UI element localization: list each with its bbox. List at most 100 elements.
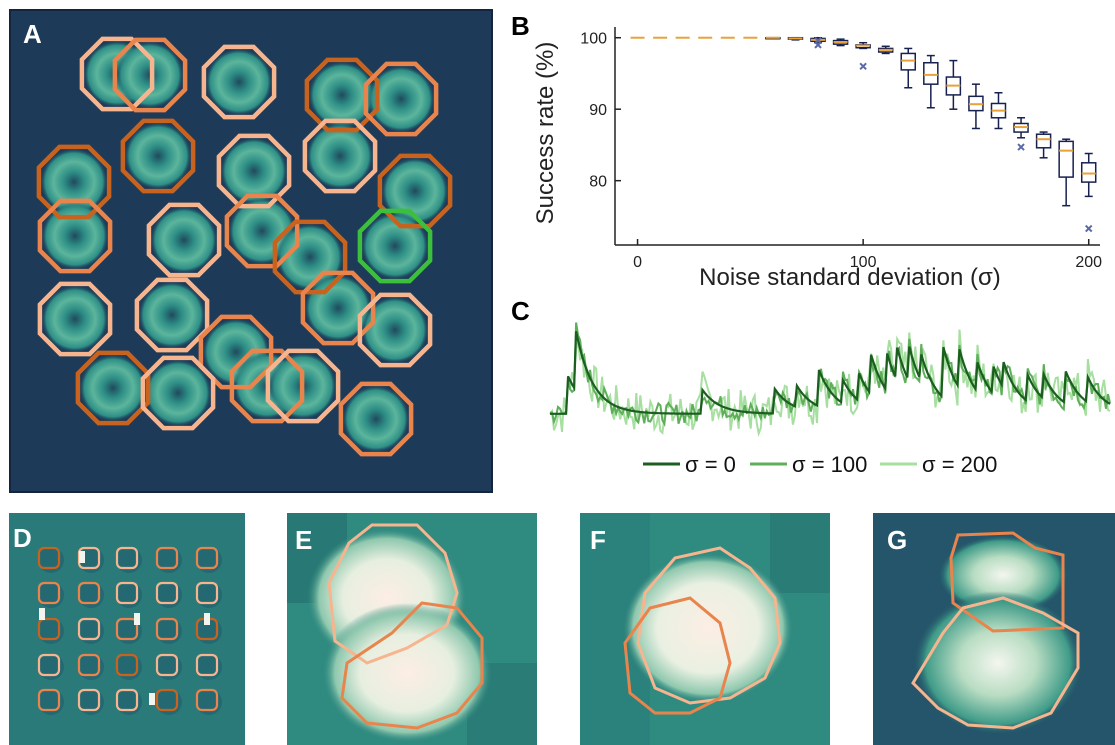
panel-c-label: C [511, 296, 530, 326]
panel-g-label: G [887, 525, 908, 555]
roi-dark-outline [623, 596, 732, 715]
roi-small-outline [77, 581, 101, 605]
box-outlier [859, 62, 867, 71]
cell-body [367, 65, 435, 133]
cell-body [306, 122, 374, 190]
b-ytick-label: 80 [589, 174, 607, 191]
roi-small-outline [37, 653, 61, 677]
box-x-80 [810, 36, 826, 49]
roi-small-outline [155, 617, 179, 641]
box-x-180 [1035, 131, 1052, 159]
cell-body [40, 148, 108, 216]
roi-light-outline [327, 523, 459, 665]
box-x-100 [855, 41, 871, 71]
cell-body [220, 137, 288, 205]
roi-outline [265, 348, 341, 424]
roi-outline [79, 36, 155, 112]
panel-c-chart: C σ = 0 σ = 100 σ = 200 [505, 292, 1115, 492]
box-x-170 [1013, 117, 1029, 151]
roi-small-outline [195, 581, 219, 605]
roi-outline [377, 153, 453, 229]
box-outlier [814, 41, 822, 49]
bright-artifact [204, 613, 210, 625]
roi-light-outline [636, 546, 782, 705]
b-xlabel: Noise standard deviation (σ) [699, 264, 1001, 291]
bright-artifact [134, 613, 140, 625]
roi-small-outline [115, 546, 139, 570]
panel-f-label: F [590, 525, 606, 555]
box-outlier [1085, 224, 1093, 233]
box-x-200 [1080, 152, 1097, 233]
cell-body [342, 385, 410, 453]
legend-label-sigma-0: σ = 0 [685, 452, 736, 477]
roi-outline [272, 219, 348, 295]
box-x-110 [877, 45, 894, 55]
roi-outline [37, 198, 113, 274]
roi-outline-highlighted [357, 208, 433, 284]
b-xtick-label: 100 [850, 254, 877, 271]
cell-body [138, 281, 206, 349]
roi-outline [338, 381, 414, 457]
zoom-g-svg [873, 513, 1115, 745]
roi-outline [140, 355, 216, 431]
roi-small-outline [155, 688, 179, 712]
b-ylabel: Success rate (%) [532, 42, 559, 225]
roi-small-outline [77, 688, 101, 712]
roi-small-outline [195, 653, 219, 677]
box-plot-svg: 80 90 100 0 100 200 Success rate (%) Noise st… [532, 27, 1102, 291]
roi-small-outline [37, 581, 61, 605]
cell-body [381, 157, 449, 225]
cell-lower [322, 603, 492, 743]
panel-e-image: E [287, 513, 537, 745]
panel-b-chart: B 80 90 100 0 100 200 Success rate (%) Noise … [505, 5, 1115, 300]
panel-g-image: G [873, 513, 1115, 745]
box-x-160 [990, 92, 1007, 130]
b-ytick-label: 90 [589, 102, 607, 119]
cell-body [144, 359, 212, 427]
bright-artifact [79, 551, 85, 563]
panel-d-image: D [9, 513, 245, 745]
roi-outline [75, 350, 151, 426]
roi-outline [36, 144, 112, 220]
box-iqr [923, 61, 939, 85]
roi-map-svg [9, 9, 493, 493]
trace-sigma-0 [550, 331, 1111, 415]
box-x-190 [1058, 138, 1074, 207]
roi-small-outline [155, 581, 179, 605]
b-xtick-label: 0 [633, 254, 642, 271]
roi-small-outline [155, 653, 179, 677]
legend-label-sigma-200: σ = 200 [922, 452, 997, 477]
roi-outline [224, 193, 300, 269]
bright-artifact [149, 693, 155, 705]
roi-outline [302, 118, 378, 194]
b-xtick-label: 200 [1075, 254, 1102, 271]
cell-body [79, 354, 147, 422]
panel-a-image: A [9, 9, 493, 493]
roi-grid-svg [37, 546, 222, 715]
box-x-140 [945, 59, 962, 110]
cell-body [361, 212, 429, 280]
roi-outline [304, 57, 380, 133]
box-x-70 [787, 36, 804, 41]
box-x-130 [923, 54, 939, 109]
cell-body [308, 61, 376, 129]
b-ytick-label: 100 [580, 31, 607, 48]
roi-outline [112, 37, 188, 113]
roi-bottom-outline [911, 596, 1080, 730]
roi-outline [229, 348, 305, 424]
panel-f-image: F [580, 513, 830, 745]
roi-small-outline [115, 617, 139, 641]
box-iqr [1035, 133, 1052, 149]
cell-large [623, 553, 793, 703]
roi-small-outline [115, 653, 139, 677]
zoom-f-svg [580, 513, 830, 745]
roi-small-outline [155, 546, 179, 570]
panel-e-label: E [295, 525, 313, 555]
box-iqr [900, 52, 917, 71]
box-x-150 [968, 83, 984, 130]
box-x-120 [900, 47, 917, 89]
roi-outline [198, 314, 274, 390]
roi-outline [146, 202, 222, 278]
roi-dark-outline [340, 601, 484, 730]
bright-artifact [39, 608, 45, 620]
